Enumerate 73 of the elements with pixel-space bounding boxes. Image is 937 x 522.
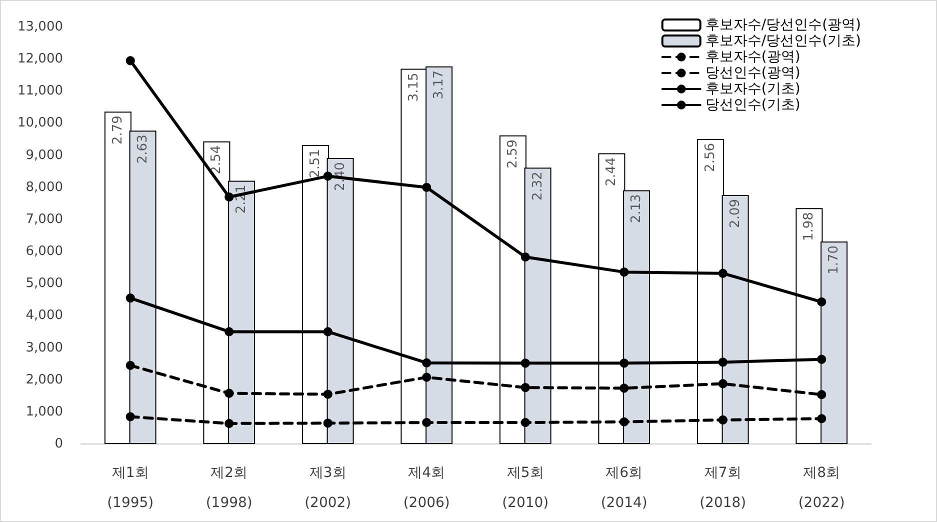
x-tick-label: 제5회 (2010)	[502, 465, 549, 511]
y-tick-label: 13,000	[18, 20, 63, 34]
point	[520, 358, 530, 368]
y-tick-label: 0	[54, 436, 63, 452]
point	[817, 297, 826, 306]
point	[422, 182, 432, 192]
y-tick-label: 7,000	[26, 212, 63, 227]
y-tick-label: 10,000	[18, 116, 63, 131]
data-label: 2.13	[629, 194, 644, 224]
point	[520, 418, 530, 428]
data-label: 2.63	[135, 134, 150, 164]
data-label: 1.98	[802, 212, 817, 242]
data-label: 2.56	[702, 142, 718, 172]
point	[620, 417, 629, 426]
y-tick-label: 1,000	[26, 404, 63, 420]
x-tick-label: 제3회 (2002)	[304, 465, 352, 511]
y-tick-label: 11,000	[18, 84, 63, 99]
legend-label: 후보자수(기초)	[705, 81, 800, 97]
x-tick-label: 제7회 (2018)	[700, 465, 746, 511]
y-tick-label: 4,000	[26, 308, 63, 324]
y-tick-label: 2,000	[26, 372, 63, 388]
x-tick-label: 제6회 (2014)	[600, 465, 648, 511]
x-tick-label: 제1회 (1995)	[107, 465, 154, 511]
point	[520, 383, 530, 392]
point	[126, 294, 135, 303]
point	[224, 388, 234, 398]
point	[718, 415, 728, 424]
point	[718, 379, 728, 388]
y-tick-label: 6,000	[26, 244, 63, 260]
y-tick-label: 9,000	[26, 148, 63, 163]
point	[620, 268, 629, 277]
point	[620, 384, 629, 393]
point	[224, 418, 234, 428]
point	[817, 414, 826, 424]
y-tick-label: 3,000	[26, 340, 63, 356]
point	[126, 56, 135, 66]
point	[422, 372, 432, 382]
point	[323, 390, 332, 399]
point	[718, 358, 728, 367]
point	[323, 418, 332, 428]
point	[817, 390, 826, 400]
point	[126, 360, 135, 370]
legend-label: 당선인수(기초)	[705, 97, 800, 113]
data-label: 2.59	[505, 139, 520, 168]
point	[126, 412, 135, 422]
legend-label: 후보자수(광역)	[705, 49, 800, 65]
legend-label: 후보자수/당선인수(기초)	[705, 33, 861, 49]
y-tick-label: 12,000	[18, 52, 63, 67]
point	[817, 354, 826, 364]
data-label: 2.51	[308, 148, 323, 178]
data-label: 3.17	[432, 70, 447, 100]
y-tick-label: 5,000	[26, 276, 63, 292]
point	[422, 358, 432, 368]
x-tick-label: 제8회 (2022)	[798, 465, 845, 511]
point	[323, 172, 332, 181]
legend-label: 후보자수/당선인수(광역)	[705, 17, 861, 33]
point	[422, 418, 432, 428]
data-label: 3.15	[406, 72, 422, 102]
data-label: 2.44	[604, 157, 620, 186]
point	[224, 192, 234, 202]
point	[224, 327, 234, 336]
data-label: 2.09	[728, 198, 743, 228]
data-label: 1.70	[826, 245, 842, 274]
x-tick-label: 제4회 (2006)	[403, 465, 450, 511]
point	[323, 327, 332, 336]
y-tick-label: 8,000	[26, 180, 63, 195]
point	[520, 252, 530, 262]
x-tick-label: 제2회 (1998)	[206, 465, 252, 511]
point	[620, 358, 629, 368]
point	[718, 268, 728, 278]
data-label: 2.32	[530, 172, 546, 201]
data-label: 2.79	[110, 116, 126, 145]
legend-label: 당선인수(광역)	[705, 65, 800, 81]
